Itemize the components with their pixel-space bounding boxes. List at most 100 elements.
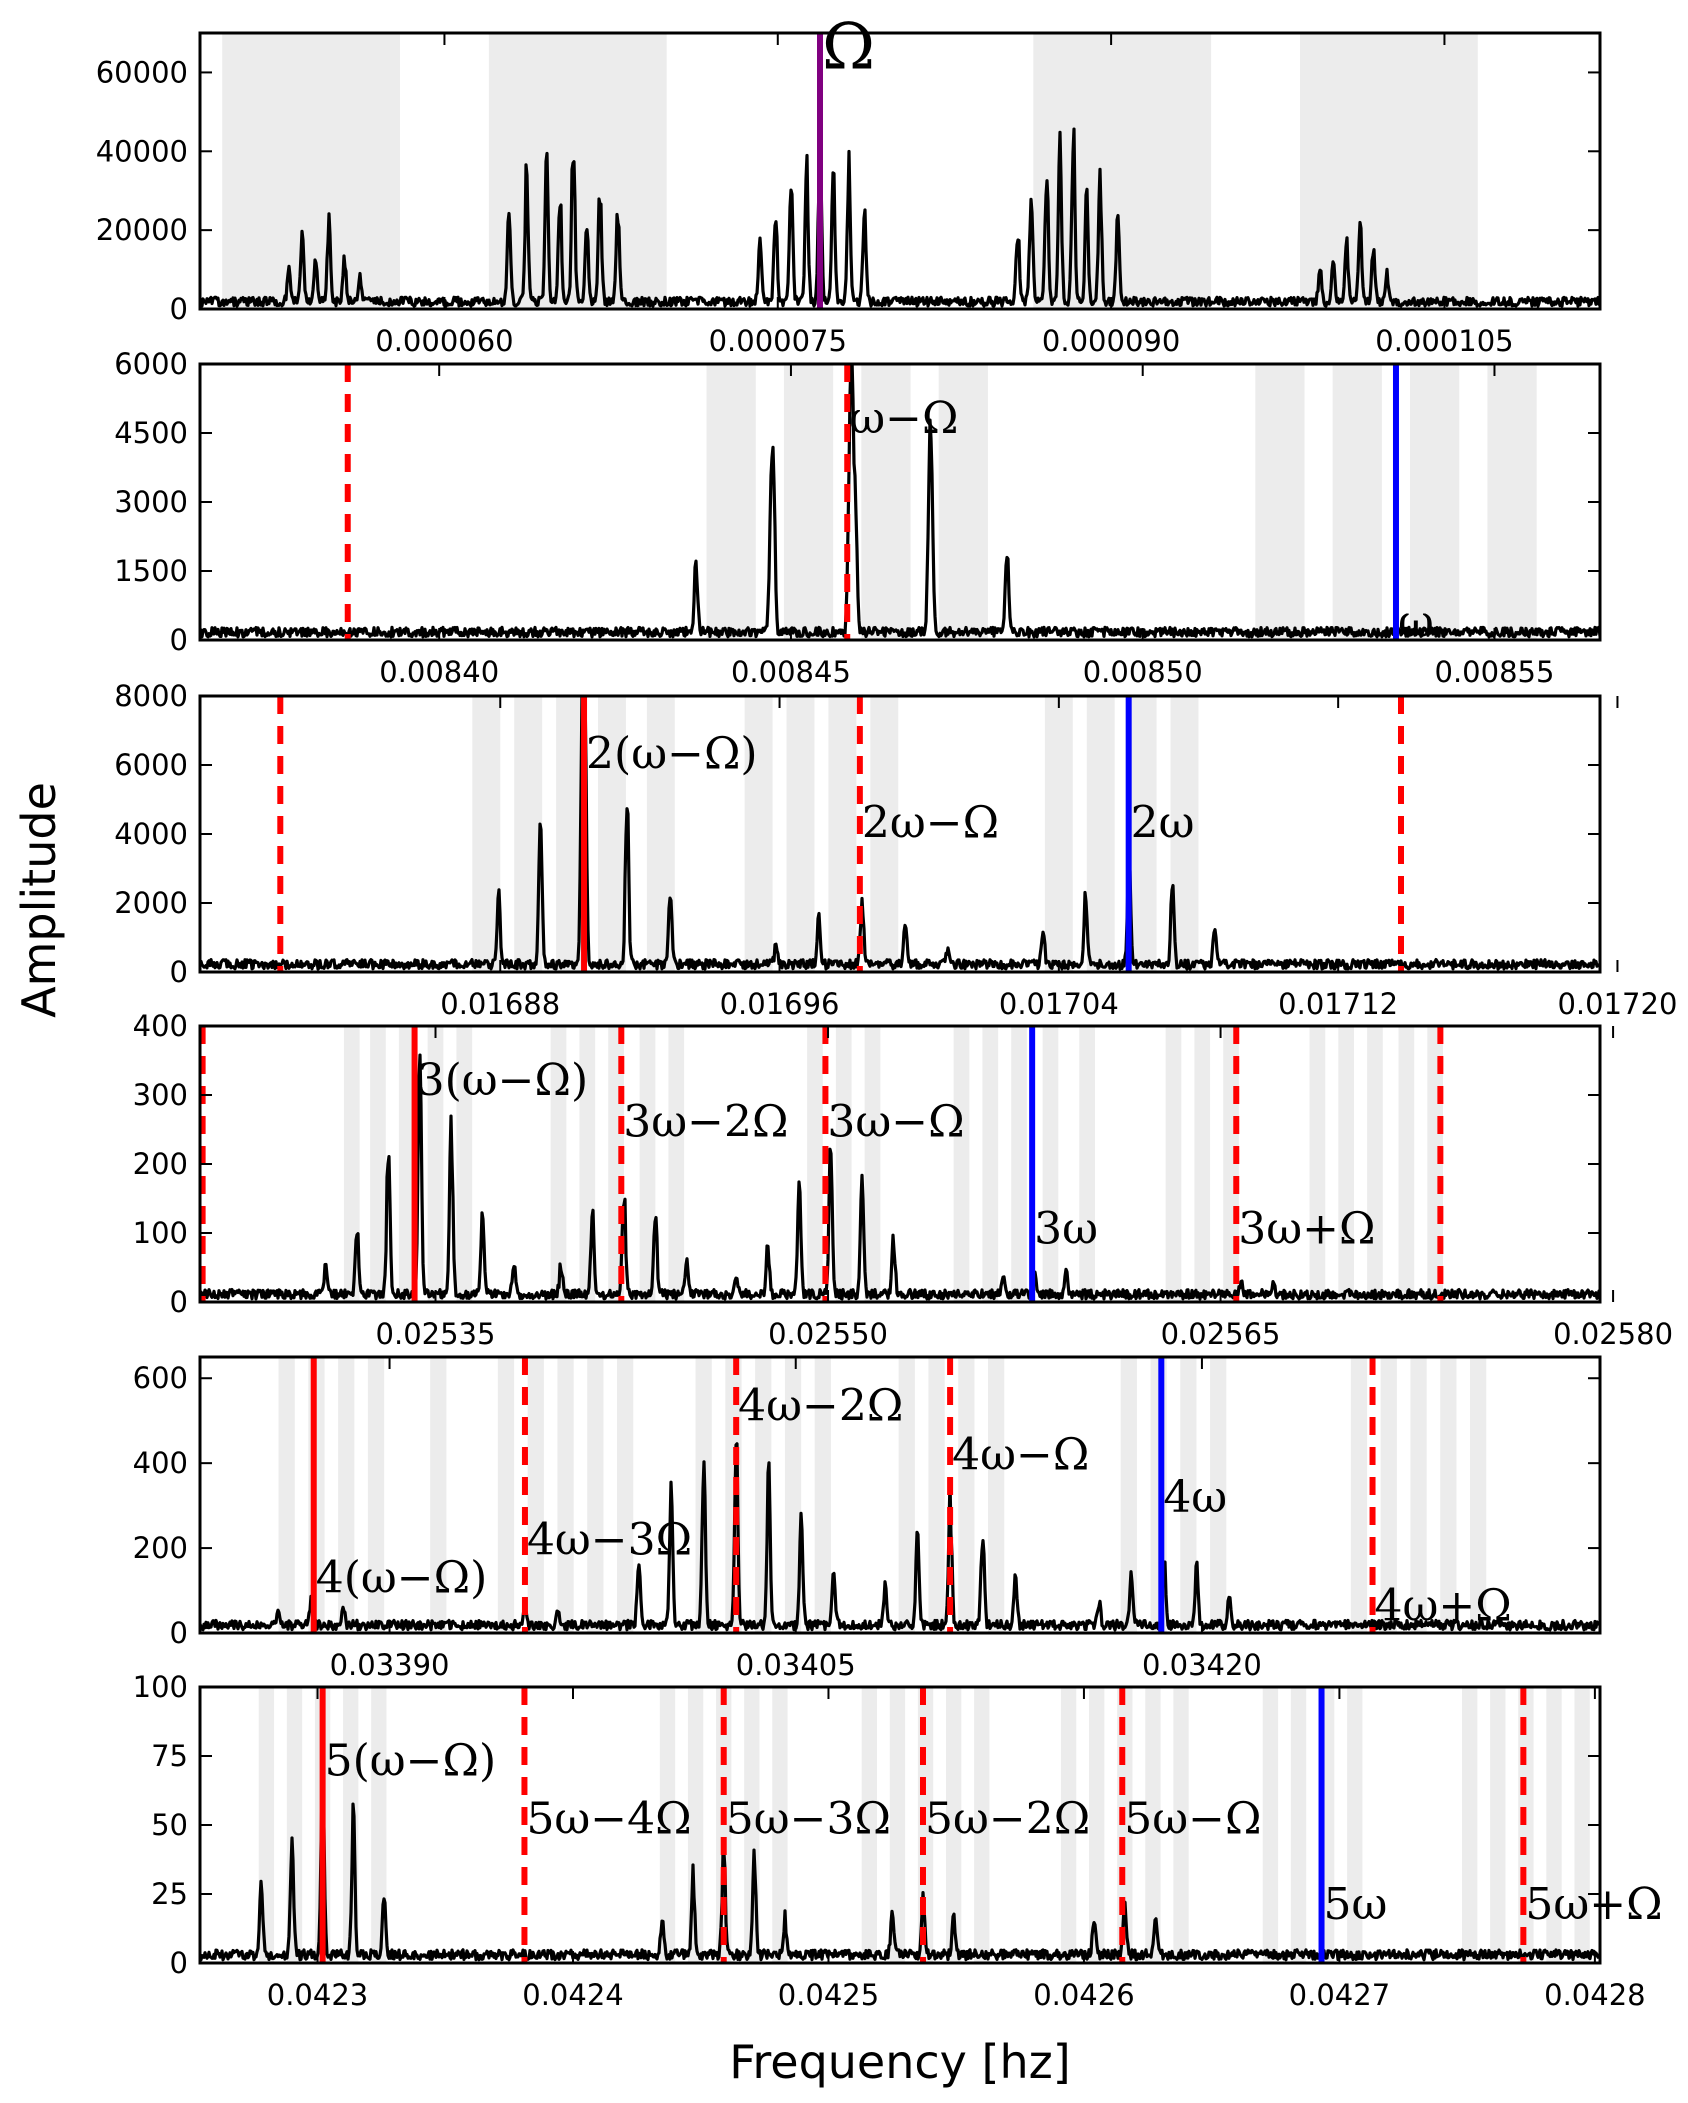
gray-band [953,1026,970,1302]
gray-band [1255,364,1305,640]
panel-5: 4(ω−Ω) 4ω−3Ω 4ω−2Ω 4ω−Ω 4ω 4ω+Ω 0 200 400 600 0.03… [133,1355,1602,1682]
gray-band [587,1357,604,1633]
gray-band [668,1026,685,1302]
y-tick-label: 0 [170,1285,188,1319]
y-tick-label: 100 [133,1670,188,1704]
x-tick-label: 0.01688 [440,987,560,1021]
y-tick-label: 6000 [114,347,188,381]
gray-band [988,1357,1005,1633]
gray-band [646,696,675,972]
gray-band [1128,696,1157,972]
x-tick-label: 0.0424 [522,1978,623,2012]
gray-band [1398,1026,1415,1302]
panel-6: 5(ω−Ω) 5ω−4Ω 5ω−3Ω 5ω−2Ω 5ω−Ω 5ω 5ω+Ω 0 25 50 75 10… [133,1670,1663,2012]
gray-band [835,1026,852,1302]
gray-band [1089,1687,1105,1963]
harmonic-label: 2ω−Ω [862,797,999,848]
gray-band [1462,1687,1478,1963]
gray-band [1309,1026,1326,1302]
spectrum-line [200,1442,1600,1632]
x-tick-label: 0.02565 [1161,1317,1281,1351]
gray-band [772,1687,788,1963]
harmonic-label: 5ω−2Ω [925,1793,1090,1844]
panel-plot-area [200,1026,1600,1302]
gray-band [1470,1357,1487,1633]
x-tick-label: 0.02580 [1553,1317,1673,1351]
x-tick-label: 0.000060 [375,324,513,358]
spectrum-line [200,1053,1600,1301]
harmonic-label: 5ω−Ω [1124,1793,1261,1844]
gray-band [367,1357,385,1633]
x-axis-title: Frequency [hz] [729,2035,1070,2089]
gray-band [783,364,834,640]
panel-plot-area [200,1687,1600,1963]
gray-band [1574,1687,1590,1963]
x-tick-label: 0.000075 [709,324,847,358]
x-tick-label: 0.0427 [1289,1978,1390,2012]
gray-band [974,1687,990,1963]
gray-band [258,1687,275,1963]
harmonic-label: 3ω−2Ω [623,1096,788,1147]
gray-band [1145,1687,1161,1963]
y-tick-label: 4000 [114,817,188,851]
gray-band [1042,1026,1059,1302]
x-tick-label: 0.01720 [1557,987,1677,1021]
harmonic-label: 3ω−Ω [827,1096,964,1147]
harmonic-label: 4ω−3Ω [527,1514,692,1565]
y-tick-label: 8000 [114,679,188,713]
gray-band [861,364,911,640]
panel-frame [198,1355,1602,1635]
harmonic-label: 4ω−2Ω [738,1381,903,1432]
harmonic-label: 5ω+Ω [1525,1879,1662,1930]
y-tick-label: 60000 [96,55,188,89]
x-tick-label: 0.000090 [1042,324,1180,358]
y-tick-label: 0 [170,623,188,657]
harmonic-label: 3ω [1034,1203,1098,1254]
gray-band [1165,1026,1182,1302]
x-tick-label: 0.02535 [376,1317,496,1351]
harmonic-label: Ω [822,10,875,84]
gray-band [1079,1026,1095,1302]
y-tick-label: 100 [133,1216,188,1250]
harmonic-label: 3(ω−Ω) [417,1055,589,1106]
gray-band [784,1357,802,1633]
gray-band [398,1026,415,1302]
x-tick-label: 0.00855 [1435,655,1555,689]
gray-band [898,1357,915,1633]
spectrum-line [200,696,1600,971]
gray-band [343,1026,360,1302]
gray-band [222,33,400,309]
gray-band [928,1357,945,1633]
x-tick-label: 0.0426 [1033,1978,1134,2012]
harmonic-label: 4(ω−Ω) [316,1553,488,1604]
gray-band [617,1357,634,1633]
panel-frame [198,31,1602,311]
y-tick-label: 200 [133,1531,188,1565]
gray-band [1060,1687,1077,1963]
x-tick-label: 0.03420 [1142,1648,1262,1682]
gray-band [744,696,773,972]
y-tick-label: 0 [170,955,188,989]
y-tick-label: 400 [133,1009,188,1043]
gray-band [1410,364,1460,640]
gray-band [1210,1357,1227,1633]
panel-plot-area [200,696,1600,972]
gray-band [371,1687,387,1963]
gray-band [370,1026,386,1302]
gray-band [814,1357,831,1633]
harmonic-label: ω−Ω [849,393,958,444]
y-tick-label: 400 [133,1446,188,1480]
gray-band [278,1357,295,1633]
gray-band [958,1357,975,1633]
gray-band [1194,1026,1211,1302]
y-tick-label: 2000 [114,886,188,920]
x-tick-label: 0.00840 [379,655,499,689]
y-tick-label: 40000 [96,134,188,168]
gray-band [1262,1687,1279,1963]
panel-1: Ω 0 20000 40000 60000 0.000060 0.000075 0.00009… [96,10,1602,358]
gray-band [1410,1357,1427,1633]
gray-band [430,1357,447,1633]
gray-band [938,364,988,640]
gray-band [557,1357,574,1633]
